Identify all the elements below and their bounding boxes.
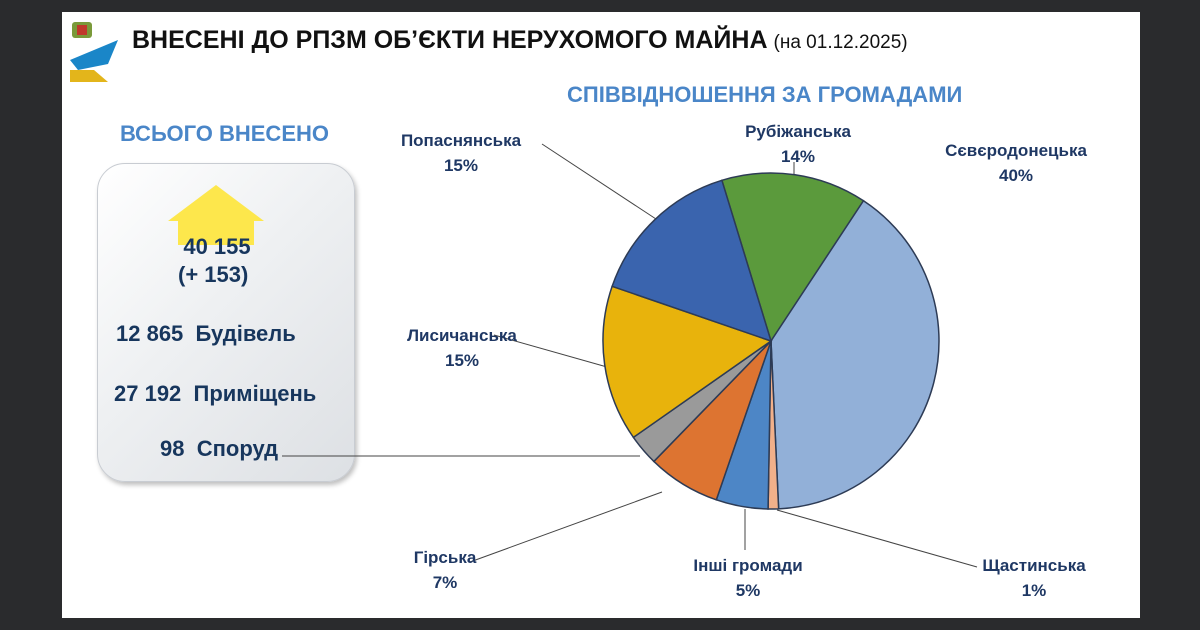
stat-value: 98	[160, 436, 185, 461]
pie-chart	[282, 143, 978, 568]
label-popasnianska: Попаснянська 15%	[400, 131, 522, 175]
logo-icon	[70, 22, 118, 82]
stat-label: Приміщень	[193, 381, 317, 406]
label-lysychanska: Лисичанська 15%	[407, 326, 517, 370]
stat-label: Будівель	[195, 321, 296, 346]
stat-label: Споруд	[196, 436, 279, 461]
summary-heading: ВСЬОГО ВНЕСЕНО	[120, 121, 329, 146]
label-rubizhanska: Рубіжанська 14%	[745, 122, 851, 166]
leader-line	[469, 491, 663, 563]
leader-line	[776, 509, 978, 568]
pie-slice-0	[720, 172, 865, 343]
title-text: ВНЕСЕНІ ДО РПЗМ ОБ’ЄКТИ НЕРУХОМОГО МАЙНА	[132, 26, 768, 54]
pie-slice-1	[770, 199, 940, 510]
label-inshi: Інші громади 5%	[693, 556, 803, 600]
pie-slice-7	[611, 179, 773, 343]
stat-value: 12 865	[116, 321, 184, 346]
total-value: 40 155	[183, 234, 251, 259]
leader-line	[493, 334, 608, 368]
label-hirska: Гірська 7%	[413, 548, 477, 592]
house-icon	[168, 185, 264, 245]
leader-line	[541, 143, 657, 220]
stat-value: 27 192	[114, 381, 182, 406]
total-delta: (+ 153)	[178, 262, 249, 287]
chart-title: СПІВВІДНОШЕННЯ ЗА ГРОМАДАМИ	[567, 82, 963, 107]
slide: ВНЕСЕНІ ДО РПЗМ ОБ’ЄКТИ НЕРУХОМОГО МАЙНА…	[62, 12, 1140, 618]
label-shchastynska: Щастинська 1%	[982, 556, 1086, 600]
page-title: ВНЕСЕНІ ДО РПЗМ ОБ’ЄКТИ НЕРУХОМОГО МАЙНА…	[132, 26, 908, 55]
pie-slice-6	[602, 285, 773, 439]
label-sievierodonetska: Сєвєродонецька 40%	[945, 141, 1087, 185]
title-date: (на 01.12.2025)	[773, 32, 908, 53]
